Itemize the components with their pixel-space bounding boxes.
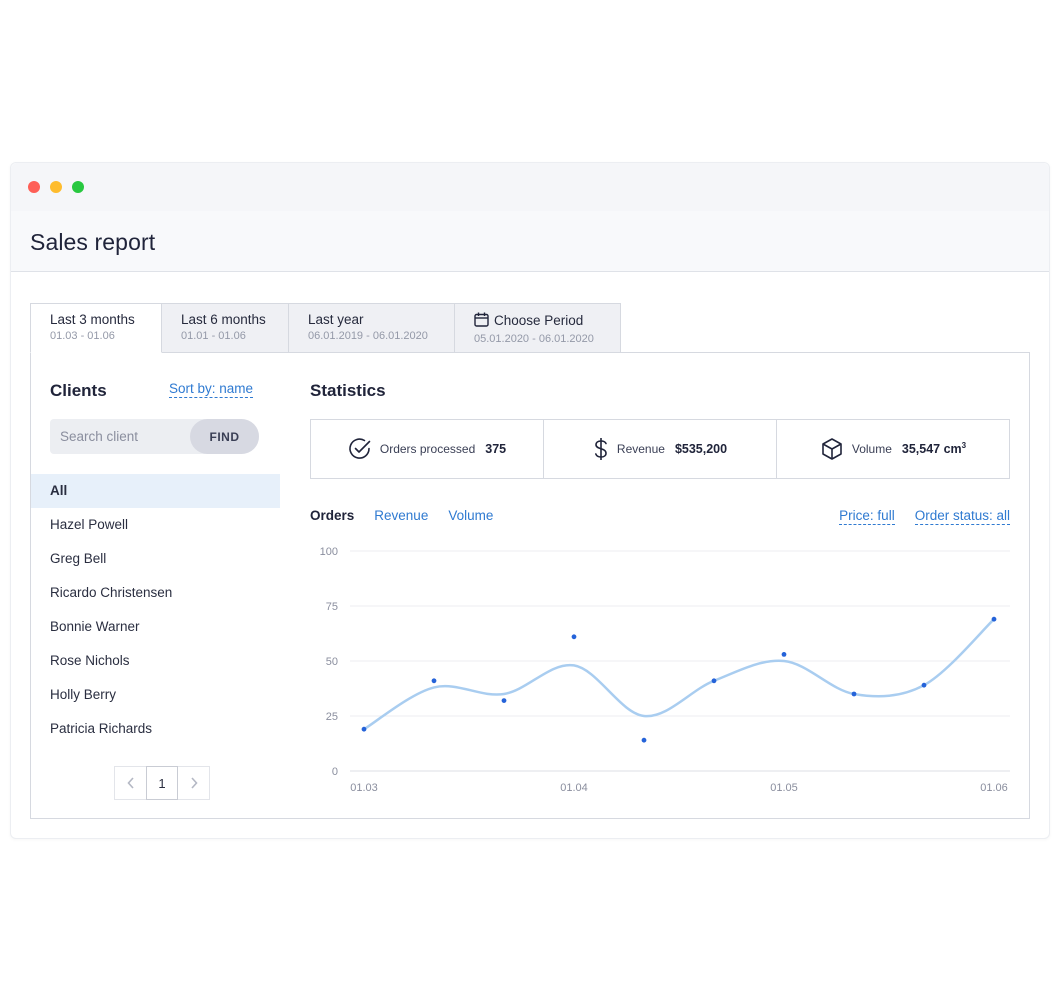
client-item[interactable]: Hazel Powell [50,517,129,532]
box-icon [820,437,844,461]
data-point [571,634,577,640]
clients-title: Clients [50,381,107,400]
client-item-all[interactable]: All [31,474,280,508]
stat-value: $535,200 [674,442,728,456]
stat-value: 35,547 cm3 [902,441,966,456]
statistics-title: Statistics [310,381,386,400]
stat-value: 375 [485,442,507,456]
y-tick-label: 0 [332,766,338,778]
find-button[interactable]: FIND [190,419,259,454]
client-list: All Hazel Powell Greg Bell Ricardo Chris… [31,474,280,746]
tab-label: Last 6 months [181,312,266,327]
stat-value-unit-superscript: 3 [961,441,967,451]
x-tick-label: 01.03 [350,782,378,794]
client-item[interactable]: Patricia Richards [50,721,153,736]
page-title: Sales report [30,229,156,255]
stat-label: Orders processed [379,442,476,456]
tab-date-range: 06.01.2019 - 06.01.2020 [308,330,428,342]
tab-label: Choose Period [494,313,584,328]
data-point [991,616,997,622]
sort-by-link[interactable]: Sort by: name [169,381,254,398]
client-item[interactable]: Greg Bell [50,551,107,566]
tab-choose-period[interactable]: Choose Period 05.01.2020 - 06.01.2020 [454,303,621,353]
chart-tab-revenue[interactable]: Revenue [374,508,429,523]
client-item[interactable]: Ricardo Christensen [50,585,173,600]
chart-filters: Price: full Order status: all [839,508,1010,525]
title-bar [11,163,1049,211]
tab-last-3-months[interactable]: Last 3 months 01.03 - 01.06 [30,303,162,353]
price-filter-link[interactable]: Price: full [839,508,895,525]
stat-revenue: Revenue $535,200 [544,420,777,478]
tab-label: Last year [308,312,364,327]
y-tick-label: 75 [326,601,338,613]
page-header: Sales report [11,211,1049,272]
chart-tabs: Orders Revenue Volume [310,508,493,523]
statistics-cards: Orders processed 375 Revenue $535,200 Vo… [310,419,1010,479]
tab-date-range: 01.01 - 01.06 [181,330,246,342]
chart-tab-volume[interactable]: Volume [448,508,494,523]
y-tick-label: 50 [326,656,338,668]
client-item[interactable]: Holly Berry [50,687,117,702]
client-item[interactable]: Rose Nichols [50,653,130,668]
data-point [361,726,367,732]
search-client-input[interactable] [50,419,190,454]
tab-date-range: 05.01.2020 - 06.01.2020 [474,333,594,345]
stat-value-number: 35,547 cm [901,442,962,457]
calendar-icon [474,312,489,330]
report-panel: Clients Sort by: name FIND All Hazel Pow… [30,352,1030,819]
order-status-filter-link[interactable]: Order status: all [914,508,1010,525]
data-point [851,691,857,697]
tab-last-year[interactable]: Last year 06.01.2019 - 06.01.2020 [288,303,455,353]
data-point [711,678,717,684]
chevron-left-icon [126,777,134,789]
pagination: 1 [114,766,210,800]
app-window: Sales report Last 3 months 01.03 - 01.06… [10,162,1050,839]
tab-label: Last 3 months [50,312,135,327]
client-item[interactable]: Bonnie Warner [50,619,140,634]
data-point [641,737,647,743]
tab-label-row: Choose Period [474,312,620,330]
client-search: FIND [50,419,259,454]
chevron-right-icon [190,777,198,789]
x-tick-label: 01.05 [770,782,798,794]
data-point [781,652,787,657]
prev-page-button[interactable] [114,766,147,800]
y-tick-label: 25 [326,711,338,723]
tab-date-range: 01.03 - 01.06 [50,330,115,342]
orders-line-chart: 0 25 50 75 100 01.03 01.04 01.05 01.06 [320,546,1010,794]
data-point [501,698,507,703]
stat-orders-processed: Orders processed 375 [311,420,544,478]
chart-tab-orders[interactable]: Orders [310,508,355,523]
stat-label: Volume [851,442,892,456]
stat-volume: Volume 35,547 cm3 [777,420,1009,478]
dollar-icon [593,437,609,461]
y-tick-label: 100 [320,546,338,558]
tab-last-6-months[interactable]: Last 6 months 01.01 - 01.06 [161,303,289,353]
minimize-window-button[interactable] [50,181,62,193]
x-tick-label: 01.04 [560,782,588,794]
stat-label: Revenue [616,442,665,456]
close-window-button[interactable] [28,181,40,193]
data-point [431,678,437,684]
data-point [921,682,927,688]
next-page-button[interactable] [177,766,210,800]
series-line [362,617,996,731]
x-tick-label: 01.06 [980,782,1008,794]
maximize-window-button[interactable] [72,181,84,193]
page-number-button[interactable]: 1 [146,766,178,800]
check-circle-icon [348,437,372,461]
